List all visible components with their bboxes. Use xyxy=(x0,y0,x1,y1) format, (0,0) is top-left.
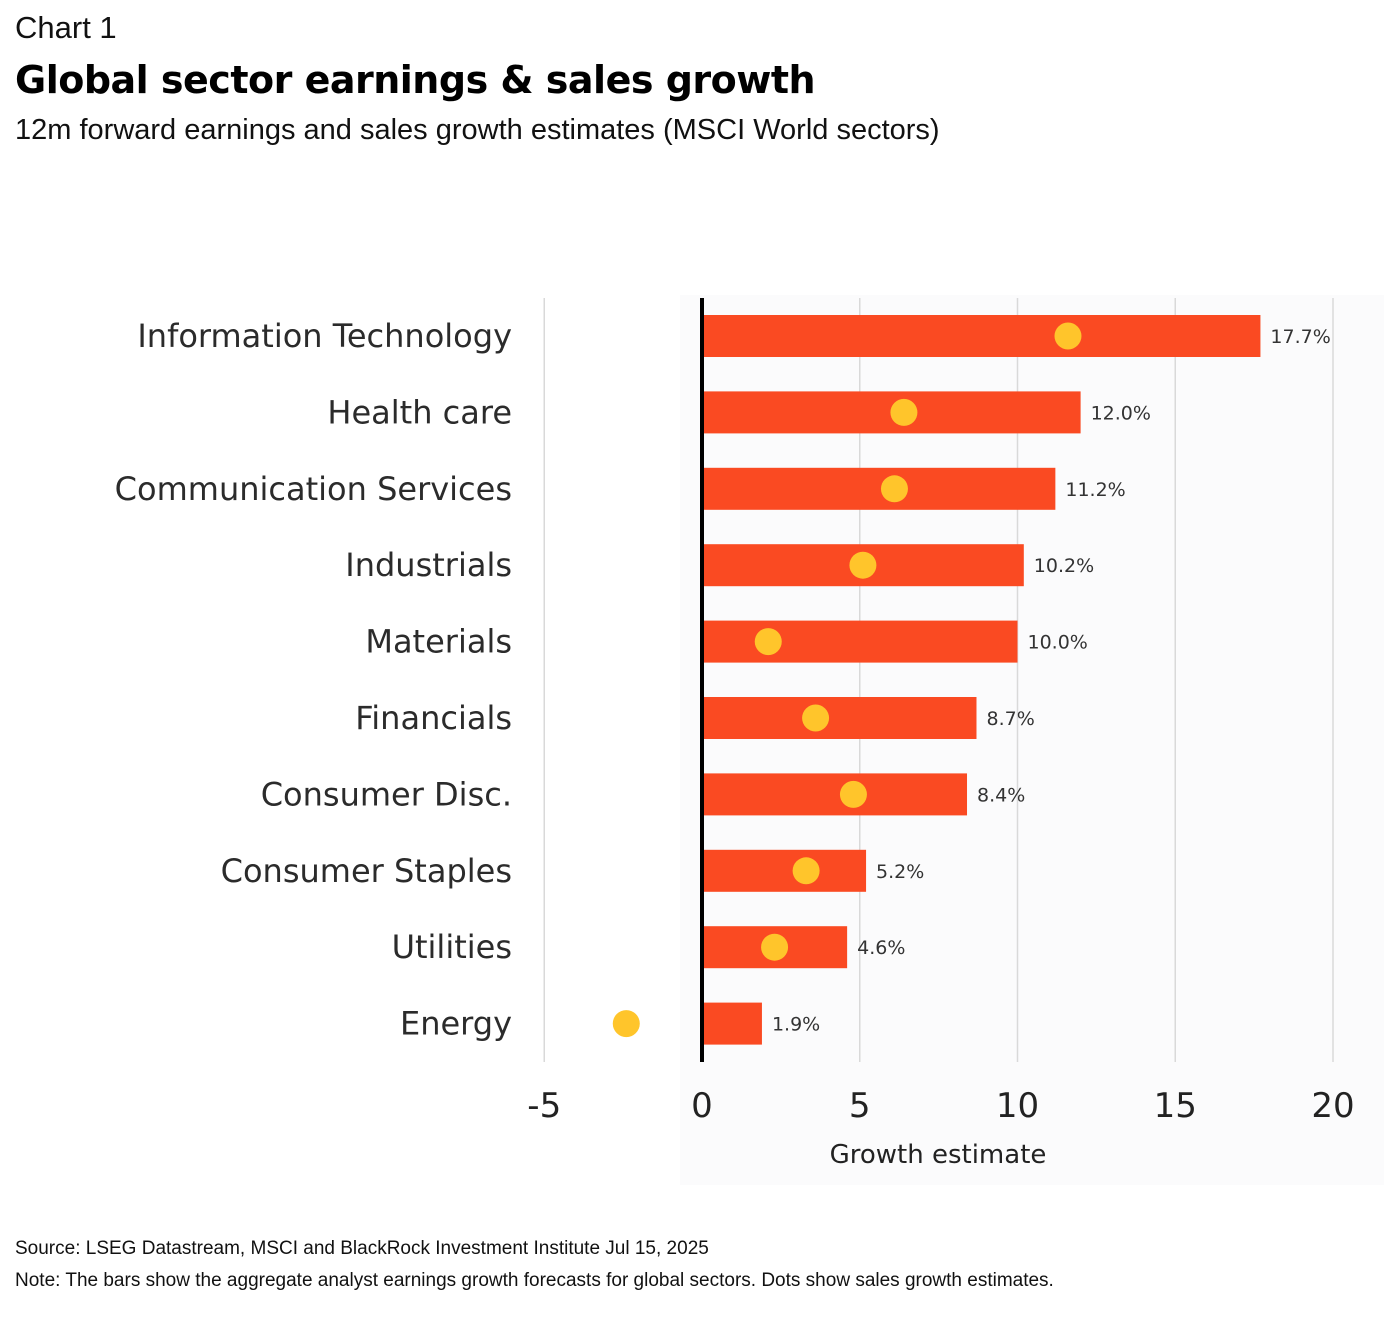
earnings-bar xyxy=(702,697,977,739)
category-label: Consumer Disc. xyxy=(261,775,512,813)
category-label: Utilities xyxy=(392,928,512,966)
sales-growth-dot xyxy=(839,780,867,808)
sales-growth-dot xyxy=(802,704,830,732)
chart-subtitle: 12m forward earnings and sales growth es… xyxy=(15,114,940,146)
x-tick-label: -5 xyxy=(527,1086,561,1126)
category-label: Energy xyxy=(400,1005,512,1043)
bar-data-label: 10.2% xyxy=(1034,555,1094,577)
sales-growth-dot xyxy=(1054,322,1082,350)
bar-data-label: 8.7% xyxy=(986,708,1034,730)
category-label: Consumer Staples xyxy=(221,852,512,890)
category-label: Financials xyxy=(355,699,512,737)
sales-growth-dot xyxy=(880,475,908,503)
footnote: Note: The bars show the aggregate analys… xyxy=(15,1270,1054,1291)
x-axis-title: Growth estimate xyxy=(830,1140,1047,1170)
bar-data-label: 12.0% xyxy=(1091,402,1151,424)
plot-background xyxy=(680,295,1384,1185)
x-tick-label: 10 xyxy=(996,1086,1039,1126)
bar-data-label: 8.4% xyxy=(977,784,1025,806)
category-labels: Information Technology Health care Communi… xyxy=(115,317,512,1043)
x-tick-label: 0 xyxy=(691,1086,713,1126)
sales-growth-dot xyxy=(761,933,789,961)
bar-data-label: 4.6% xyxy=(857,937,905,959)
category-label: Materials xyxy=(365,623,512,661)
earnings-bar xyxy=(702,849,867,892)
sales-growth-dot xyxy=(849,551,877,579)
x-tick-label: 15 xyxy=(1154,1086,1197,1126)
sales-growth-dot xyxy=(612,1010,640,1038)
earnings-bar xyxy=(702,1002,762,1045)
chart-title: Global sector earnings & sales growth xyxy=(15,58,816,102)
bar-data-label: 17.7% xyxy=(1270,326,1330,348)
data-labels: 17.7% 12.0% 11.2% 10.2% 10.0% 8.7% 8.4% 5.2% 4.6… xyxy=(772,326,1331,1036)
chart-kicker: Chart 1 xyxy=(15,10,117,45)
earnings-bar xyxy=(702,620,1018,663)
bar-data-label: 10.0% xyxy=(1028,632,1088,654)
earnings-bar xyxy=(702,315,1261,357)
sales-growth-dot xyxy=(792,857,820,885)
sales-growth-dot xyxy=(754,628,782,656)
x-tick-label: 5 xyxy=(849,1086,871,1126)
x-tick-labels: -5 0 5 10 15 20 xyxy=(527,1086,1354,1126)
source-note: Source: LSEG Datastream, MSCI and BlackR… xyxy=(15,1238,709,1259)
category-label: Health care xyxy=(327,393,512,431)
earnings-bar xyxy=(702,467,1056,510)
bar-data-label: 11.2% xyxy=(1065,479,1125,501)
category-label: Communication Services xyxy=(115,470,512,508)
category-label: Industrials xyxy=(345,546,512,584)
bar-data-label: 1.9% xyxy=(772,1014,820,1036)
category-label: Information Technology xyxy=(137,317,512,355)
dots xyxy=(612,322,1082,1038)
x-tick-label: 20 xyxy=(1311,1086,1354,1126)
bars xyxy=(702,315,1261,1045)
bar-data-label: 5.2% xyxy=(876,861,924,883)
bar-chart: Information Technology Health care Communi… xyxy=(114,295,1384,1185)
earnings-bar xyxy=(702,773,968,816)
sales-growth-dot xyxy=(890,398,918,426)
